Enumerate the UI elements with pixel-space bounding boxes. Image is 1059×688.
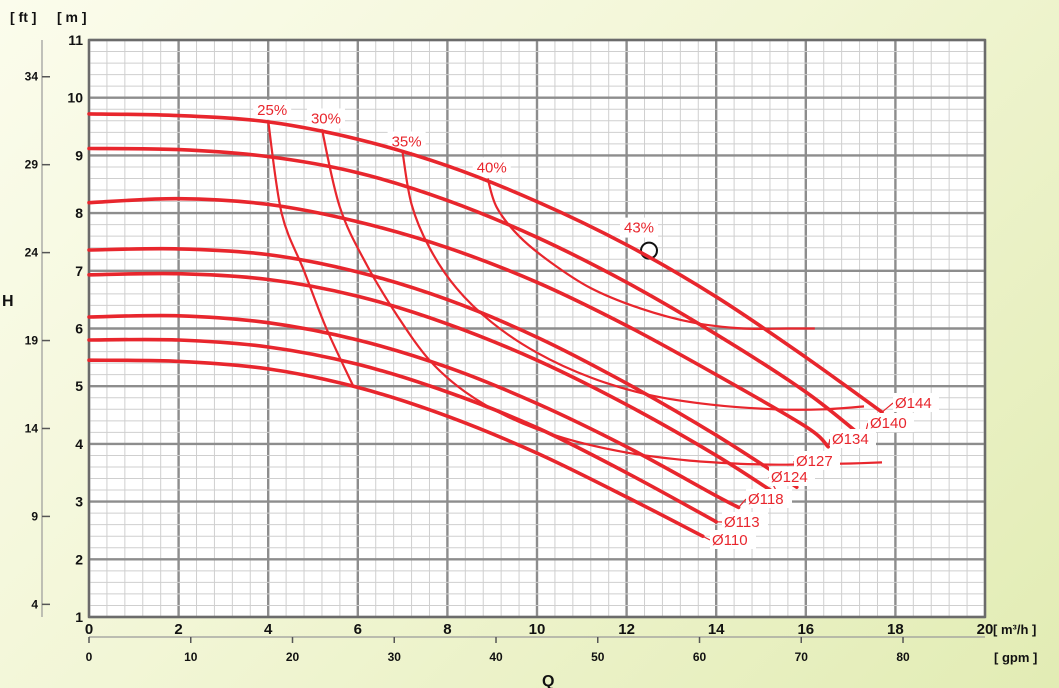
x-unit-primary: [ m³/h ] xyxy=(993,622,1036,637)
y-unit-secondary: [ ft ] xyxy=(10,9,36,25)
ft-tick-label: 34 xyxy=(25,70,39,84)
impeller-curves xyxy=(87,112,884,538)
curve-label-bg xyxy=(746,489,792,508)
y-tick-label: 2 xyxy=(75,551,83,567)
curve-label: Ø124 xyxy=(771,469,808,486)
x-tick-label: 12 xyxy=(618,621,635,638)
x-tick-label: 0 xyxy=(85,621,93,638)
x-tick-label: 8 xyxy=(443,621,451,638)
gpm-tick-label: 70 xyxy=(795,650,809,664)
gpm-tick-label: 0 xyxy=(86,650,93,664)
y-axis-label: H xyxy=(2,293,14,310)
x-tick-label: 14 xyxy=(708,621,725,638)
curve-label-leader xyxy=(827,438,831,447)
efficiency-lines: 25% 30% 35% 40% 43% xyxy=(253,99,883,466)
curve-Ø134 xyxy=(87,196,830,449)
curve-Ø113 xyxy=(87,337,718,524)
curve-label: Ø134 xyxy=(832,431,869,448)
y-tick-label: 5 xyxy=(75,378,83,394)
curve-label-leader xyxy=(702,535,711,541)
y-unit-primary: [ m ] xyxy=(57,9,87,25)
curve-label: Ø110 xyxy=(712,532,748,549)
curve-label-bg xyxy=(722,512,768,531)
curve-Ø124 xyxy=(87,271,781,498)
efficiency-label: 30% xyxy=(311,110,341,127)
gpm-tick-label: 10 xyxy=(184,650,198,664)
curve-label-bg xyxy=(868,413,914,432)
curve-label-leader xyxy=(738,498,747,508)
x-axis-label: Q xyxy=(542,673,554,688)
curve-Ø118 xyxy=(87,313,741,510)
curve-Ø110 xyxy=(87,358,705,538)
efficiency-label: 35% xyxy=(392,134,422,151)
x-tick-label: 20 xyxy=(977,621,994,638)
y-tick-label: 8 xyxy=(75,205,83,221)
y-tick-label: 9 xyxy=(75,147,83,163)
curve-label-bg xyxy=(830,429,876,448)
y-tick-label: 10 xyxy=(67,90,83,106)
efficiency-line-25pct xyxy=(267,120,355,387)
curve-label-bg xyxy=(710,530,756,549)
curve-label-bg xyxy=(893,393,939,412)
efficiency-label-bg xyxy=(472,157,511,178)
curve-Ø140 xyxy=(87,146,866,440)
x-tick-label: 18 xyxy=(887,621,904,638)
y-tick-label: 6 xyxy=(75,321,83,337)
efficiency-label-bg xyxy=(387,131,426,152)
efficiency-label-bg xyxy=(253,99,292,120)
curve-Ø144 xyxy=(87,112,884,414)
ft-tick-label: 14 xyxy=(25,421,39,435)
x-tick-label: 4 xyxy=(264,621,273,638)
curve-label: Ø113 xyxy=(724,514,760,531)
x-tick-label: 10 xyxy=(529,621,546,638)
ft-tick-label: 4 xyxy=(31,597,38,611)
ft-tick-label: 19 xyxy=(25,334,39,348)
curve-label: Ø144 xyxy=(895,395,932,412)
x-unit-secondary: [ gpm ] xyxy=(994,650,1037,665)
curve-label-leader xyxy=(881,402,894,413)
efficiency-label-bg xyxy=(306,108,345,129)
gpm-tick-label: 40 xyxy=(489,650,503,664)
gpm-tick-label: 80 xyxy=(896,650,910,664)
x-tick-label: 16 xyxy=(797,621,814,638)
curve-label-bg xyxy=(794,451,840,470)
curve-label-bg xyxy=(769,467,815,486)
efficiency-label: 43% xyxy=(624,220,654,237)
y-tick-label: 11 xyxy=(68,32,83,48)
y-tick-label: 7 xyxy=(75,263,83,279)
x-tick-label: 2 xyxy=(174,621,182,638)
gpm-tick-label: 30 xyxy=(388,650,402,664)
y-tick-label: 4 xyxy=(75,436,83,452)
curve-label: Ø127 xyxy=(796,453,833,470)
y-tick-label: 1 xyxy=(75,609,83,625)
efficiency-label-bg xyxy=(620,217,658,238)
gpm-tick-label: 20 xyxy=(286,650,300,664)
plot-border xyxy=(87,38,987,619)
ft-tick-label: 9 xyxy=(31,509,38,523)
curve-label: Ø118 xyxy=(748,491,784,508)
y-tick-label: 3 xyxy=(75,494,83,510)
efficiency-label: 25% xyxy=(257,102,287,119)
gpm-tick-label: 50 xyxy=(591,650,605,664)
x-tick-label: 6 xyxy=(354,621,362,638)
curve-Ø127 xyxy=(87,246,799,489)
gpm-tick-label: 60 xyxy=(693,650,707,664)
ft-tick-label: 24 xyxy=(25,246,39,260)
curve-label: Ø140 xyxy=(870,415,907,432)
ft-tick-label: 29 xyxy=(25,158,39,172)
efficiency-label: 40% xyxy=(477,159,507,176)
